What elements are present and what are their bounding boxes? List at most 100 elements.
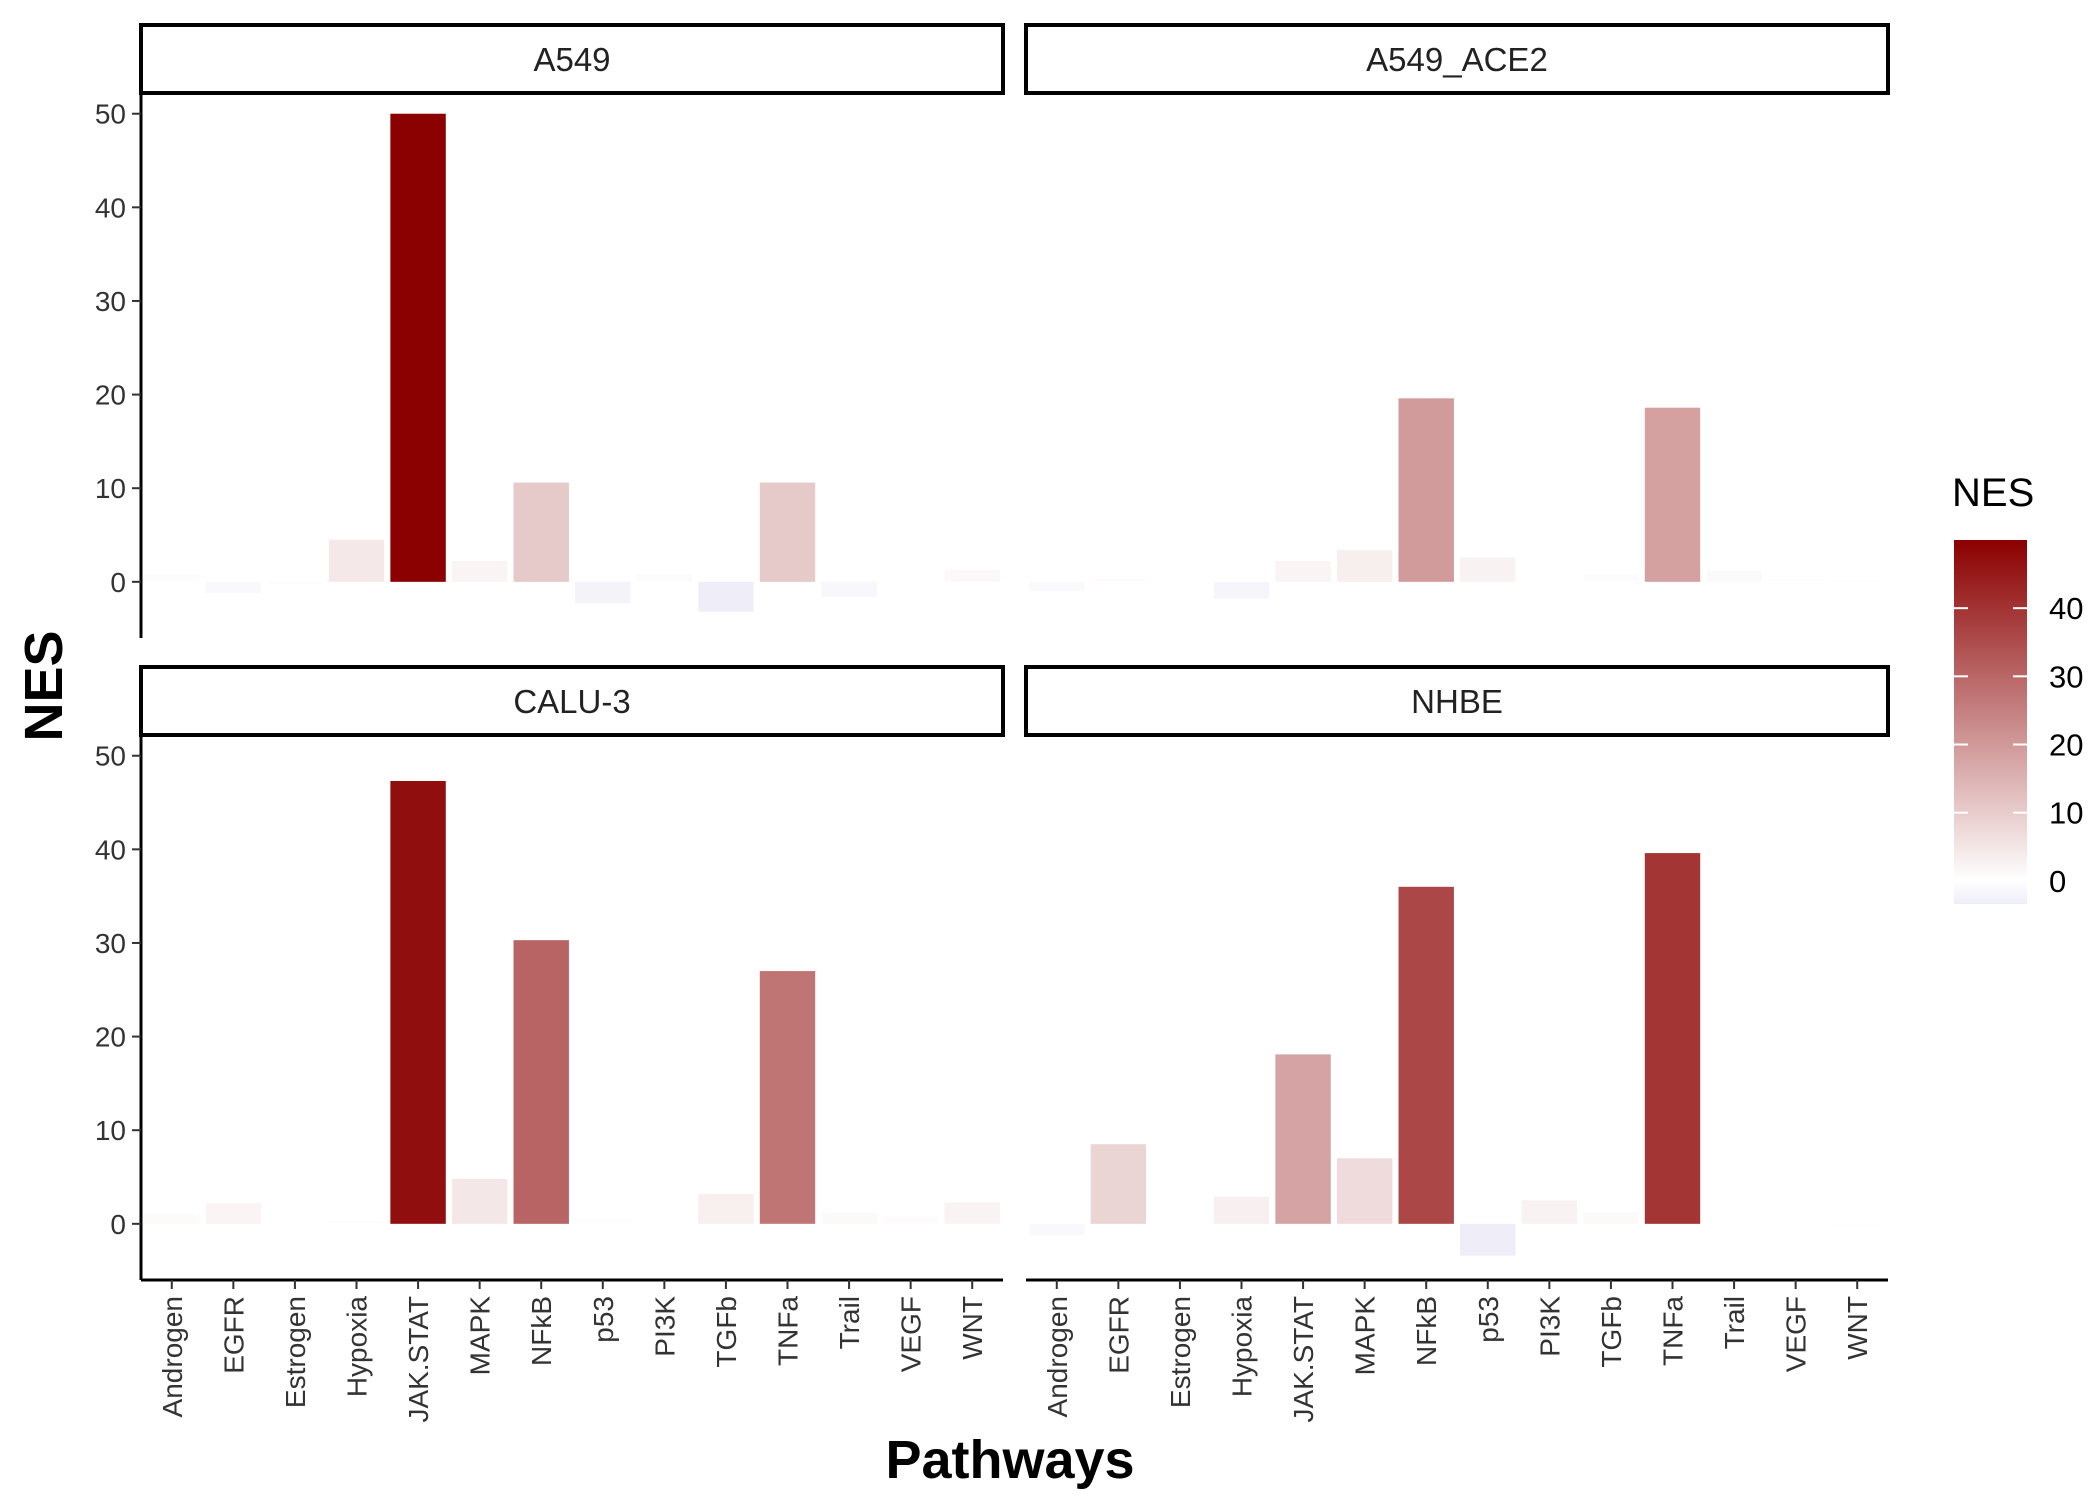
y-tick-label: 40 (95, 834, 126, 865)
x-tick-label: TGFb (1596, 1296, 1627, 1368)
bar-jak-stat (1275, 1054, 1331, 1224)
x-tick-label: JAK.STAT (403, 1296, 434, 1423)
bar-nfkb (1398, 886, 1454, 1224)
facet-strip (139, 665, 1005, 737)
bar-pi3k (636, 1223, 693, 1225)
x-tick-label: PI3K (1534, 1296, 1565, 1357)
x-tick-label: p53 (1473, 1296, 1504, 1343)
bar-egfr (1090, 577, 1147, 582)
bar-pi3k (636, 574, 693, 582)
bar-tgfb (698, 1193, 754, 1224)
bar-tnfa (1644, 853, 1701, 1224)
bar-nfkb (1398, 398, 1454, 582)
colorbar-legend: NES 0 10 20 30 40 (1952, 471, 2083, 904)
facet-strip (1024, 23, 1890, 95)
bar-androgen (1029, 1223, 1085, 1236)
y-tick-label: 50 (95, 741, 126, 772)
colorbar-tick-label: 20 (2049, 727, 2083, 762)
bar-tnfa (1644, 407, 1701, 582)
legend-title: NES (1952, 471, 2034, 515)
facet-strip-label: A549_ACE2 (1366, 41, 1548, 78)
bar-trail (1706, 570, 1762, 582)
x-tick-label: Trail (1719, 1296, 1750, 1349)
bar-estrogen (1152, 581, 1208, 583)
bar-trail (821, 1212, 877, 1224)
colorbar-ticks: 0 10 20 30 40 (1954, 591, 2083, 899)
y-tick-label: 40 (95, 192, 126, 223)
bar-mapk (451, 561, 508, 582)
facet-strip-label: NHBE (1411, 683, 1503, 720)
x-tick-label: NFkB (1411, 1296, 1442, 1366)
facet-panel-calu-3: CALU-3 0 10 20 30 40 50 Androgen EGFR Estrogen Hyp… (95, 665, 1005, 1423)
x-tick-label: EGFR (218, 1296, 249, 1374)
bar-hypoxia (328, 539, 385, 582)
y-tick-label: 20 (95, 380, 126, 411)
bar-nfkb (513, 482, 569, 582)
colorbar-tick-label: 40 (2049, 591, 2083, 626)
bar-trail (1706, 1223, 1762, 1225)
x-tick-label: TNFa (773, 1296, 804, 1366)
bar-androgen (1029, 581, 1085, 592)
y-tick-label: 30 (95, 928, 126, 959)
bar-pi3k (1521, 581, 1578, 583)
y-tick-label: 0 (110, 1209, 126, 1240)
bar-estrogen (1152, 1223, 1208, 1225)
bar-estrogen (267, 1223, 323, 1225)
x-tick-label: Androgen (1042, 1296, 1073, 1417)
bar-wnt (1829, 1223, 1885, 1226)
bar-p53 (575, 581, 631, 604)
x-tick-label: p53 (588, 1296, 619, 1343)
bar-vegf (882, 1216, 939, 1224)
facet-strip (1024, 665, 1890, 737)
x-tick-label: WNT (957, 1296, 988, 1360)
x-tick-label: VEGF (896, 1296, 927, 1372)
y-tick-label: 10 (95, 473, 126, 504)
bar-tnfa (759, 971, 816, 1224)
x-tick-label: Hypoxia (1227, 1296, 1258, 1398)
x-tick-label: MAPK (1350, 1296, 1381, 1376)
bar-wnt (944, 569, 1000, 582)
bar-jak-stat (1275, 561, 1331, 582)
bar-wnt (1829, 579, 1885, 582)
facet-panel-a549: A549 0 10 20 30 40 50 (95, 23, 1005, 638)
bar-nfkb (513, 940, 569, 1224)
colorbar-tick-label: 10 (2049, 796, 2083, 831)
facet-panels: A549 0 10 20 30 40 50 A549_ACE2 CALU-3 0 10 20 30 40 5… (95, 23, 1890, 1423)
x-tick-label: TGFb (711, 1296, 742, 1368)
y-tick-label: 20 (95, 1022, 126, 1053)
bar-pi3k (1521, 1200, 1578, 1224)
x-tick-label: NFkB (526, 1296, 557, 1366)
bar-mapk (1336, 549, 1393, 582)
bar-p53 (575, 1219, 631, 1224)
bar-androgen (144, 574, 200, 582)
bar-tgfb (1583, 574, 1639, 582)
bar-jak-stat (390, 113, 446, 582)
y-axis-title: NES (14, 630, 74, 741)
bar-hypoxia (328, 1221, 385, 1224)
x-tick-label: EGFR (1103, 1296, 1134, 1374)
bar-tnfa (759, 482, 816, 582)
x-tick-label: Hypoxia (342, 1296, 373, 1398)
x-tick-label: Estrogen (1165, 1296, 1196, 1408)
x-tick-label: Trail (834, 1296, 865, 1349)
bar-egfr (1090, 1144, 1147, 1224)
bar-tgfb (698, 581, 754, 612)
facet-strip-label: CALU-3 (513, 683, 630, 720)
y-tick-label: 30 (95, 286, 126, 317)
bar-mapk (451, 1178, 508, 1224)
x-tick-label: JAK.STAT (1288, 1296, 1319, 1423)
bar-vegf (1767, 1223, 1824, 1225)
facet-strip-label: A549 (533, 41, 610, 78)
bar-p53 (1460, 1223, 1516, 1256)
bar-androgen (144, 1214, 200, 1224)
y-tick-label: 0 (110, 567, 126, 598)
facet-strip (139, 23, 1005, 95)
bar-hypoxia (1213, 1196, 1270, 1224)
bar-egfr (205, 581, 262, 594)
bar-vegf (1767, 579, 1824, 582)
x-axis-title: Pathways (885, 1430, 1134, 1490)
facet-panel-nhbe: NHBE Androgen EGFR Estrogen Hypoxia JAK.STAT M… (1024, 665, 1890, 1423)
bar-mapk (1336, 1158, 1393, 1224)
colorbar-tick-label: 30 (2049, 659, 2083, 694)
